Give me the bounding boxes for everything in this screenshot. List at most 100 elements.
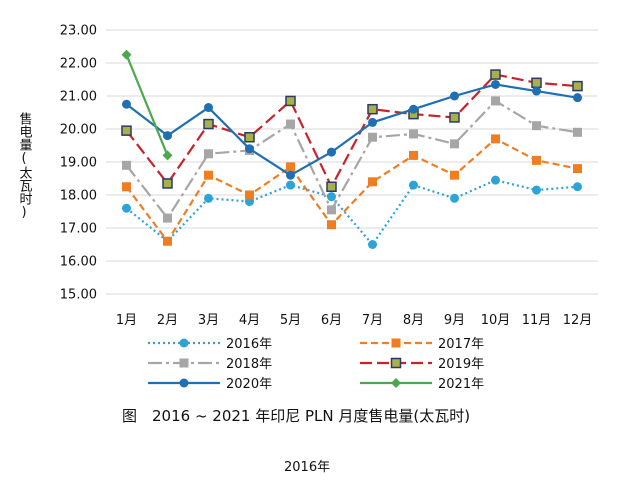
legend-item: 2018年 — [148, 357, 272, 372]
data-point — [409, 129, 418, 139]
series-2020年 — [122, 79, 582, 180]
data-point — [121, 125, 132, 136]
y-tick-label: 22.00 — [60, 57, 97, 72]
x-tick-label: 10月 — [481, 313, 511, 328]
data-point — [162, 178, 173, 189]
series-2019年 — [121, 69, 583, 192]
y-axis-label: 售电量(太瓦时) — [17, 111, 33, 220]
data-point — [573, 164, 582, 174]
legend: 2016年 2017年 2018年 2019年 2020年 2021年 — [148, 337, 484, 392]
x-tick-label: 2月 — [157, 313, 178, 328]
series-line — [125, 179, 578, 246]
legend-label: 2020年 — [226, 377, 272, 392]
data-point — [532, 86, 541, 96]
data-point — [368, 132, 377, 142]
data-point — [491, 96, 500, 106]
data-point — [245, 144, 254, 154]
x-tick-label: 7月 — [362, 313, 383, 328]
data-point — [286, 170, 295, 180]
data-point — [573, 127, 582, 137]
legend-label: 2021年 — [438, 377, 484, 392]
x-tick-label: 5月 — [280, 313, 301, 328]
x-tick-label: 4月 — [239, 313, 260, 328]
series-2021年 — [121, 49, 173, 161]
data-point — [327, 205, 336, 215]
data-point-legend — [179, 378, 189, 388]
x-tick-label: 11月 — [522, 313, 552, 328]
data-point — [368, 240, 377, 249]
grid-lines — [106, 29, 598, 295]
data-point — [286, 119, 295, 129]
y-axis-title: 售电量(太瓦时) — [17, 111, 33, 220]
data-point — [286, 162, 295, 172]
x-tick-label: 1月 — [116, 313, 137, 328]
x-tick-label: 12月 — [563, 313, 593, 328]
data-point — [368, 117, 377, 127]
legend-label: 2016年 — [226, 337, 272, 352]
data-point — [573, 93, 582, 103]
series-line — [125, 99, 578, 220]
data-point-legend — [391, 378, 401, 388]
legend-label: 2019年 — [438, 357, 484, 372]
data-point — [532, 155, 541, 165]
data-point — [204, 149, 213, 159]
data-point — [573, 182, 582, 192]
y-tick-label: 19.00 — [60, 156, 97, 171]
data-point — [491, 79, 500, 89]
data-point — [286, 180, 295, 190]
series-2018年 — [122, 96, 582, 223]
data-point — [204, 170, 213, 180]
data-point — [531, 77, 542, 89]
data-point — [163, 131, 172, 141]
y-tick-label: 23.00 — [60, 24, 97, 39]
legend-item: 2021年 — [360, 377, 484, 392]
series-2016年 — [122, 175, 582, 249]
data-point — [122, 203, 131, 213]
data-point-legend — [390, 357, 402, 369]
data-point-legend — [391, 338, 401, 348]
y-tick-label: 15.00 — [60, 288, 97, 303]
footer-text: 2016年 — [284, 460, 330, 475]
data-point — [204, 193, 213, 203]
data-point — [491, 134, 500, 144]
data-point — [162, 150, 173, 161]
data-point — [367, 103, 378, 115]
y-tick-label: 20.00 — [60, 123, 97, 138]
data-point — [163, 213, 172, 223]
data-point — [450, 193, 459, 203]
data-point — [163, 236, 172, 246]
data-point — [203, 118, 214, 130]
x-tick-labels: 1月 2月 3月 4月 5月 6月 7月 8月 9月 10月 11月 12月 — [116, 313, 592, 328]
data-point — [490, 69, 501, 80]
data-point — [532, 185, 541, 195]
data-point — [326, 181, 337, 192]
data-point — [409, 104, 418, 114]
data-point — [244, 132, 255, 143]
series-line — [125, 73, 578, 188]
figure-caption: 图 2016 ~ 2021 年印尼 PLN 月度售电量(太瓦时) — [122, 407, 470, 425]
y-tick-labels: 15.00 16.00 17.00 18.00 19.00 20.00 21.00 22.00… — [60, 24, 97, 303]
x-tick-label: 6月 — [321, 313, 342, 328]
data-point — [409, 180, 418, 190]
data-point — [122, 160, 131, 170]
data-point — [327, 220, 336, 230]
data-point — [450, 91, 459, 101]
legend-item: 2016年 — [148, 337, 272, 352]
series-line — [125, 54, 169, 156]
data-point — [121, 49, 132, 60]
data-point — [327, 192, 336, 202]
data-point — [122, 182, 131, 192]
series-line — [125, 137, 578, 243]
data-point-legend — [179, 358, 189, 368]
legend-item: 2017年 — [360, 337, 484, 352]
series-lines — [121, 49, 583, 249]
legend-label: 2018年 — [226, 357, 272, 372]
data-point — [409, 150, 418, 160]
data-point — [122, 99, 131, 109]
y-tick-label: 21.00 — [60, 90, 97, 105]
data-point — [327, 147, 336, 157]
data-point — [491, 175, 500, 185]
data-point — [450, 139, 459, 149]
